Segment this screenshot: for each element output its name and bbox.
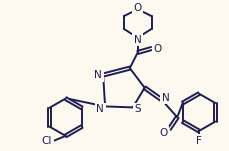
Text: N: N [161, 93, 169, 103]
Text: S: S [134, 104, 140, 114]
Text: F: F [195, 136, 201, 146]
Text: O: O [159, 128, 167, 138]
Text: N: N [133, 35, 141, 45]
Text: O: O [153, 45, 161, 55]
Text: Cl: Cl [41, 136, 52, 146]
Text: N: N [94, 70, 102, 80]
Text: O: O [133, 3, 141, 13]
Text: N: N [96, 104, 104, 114]
